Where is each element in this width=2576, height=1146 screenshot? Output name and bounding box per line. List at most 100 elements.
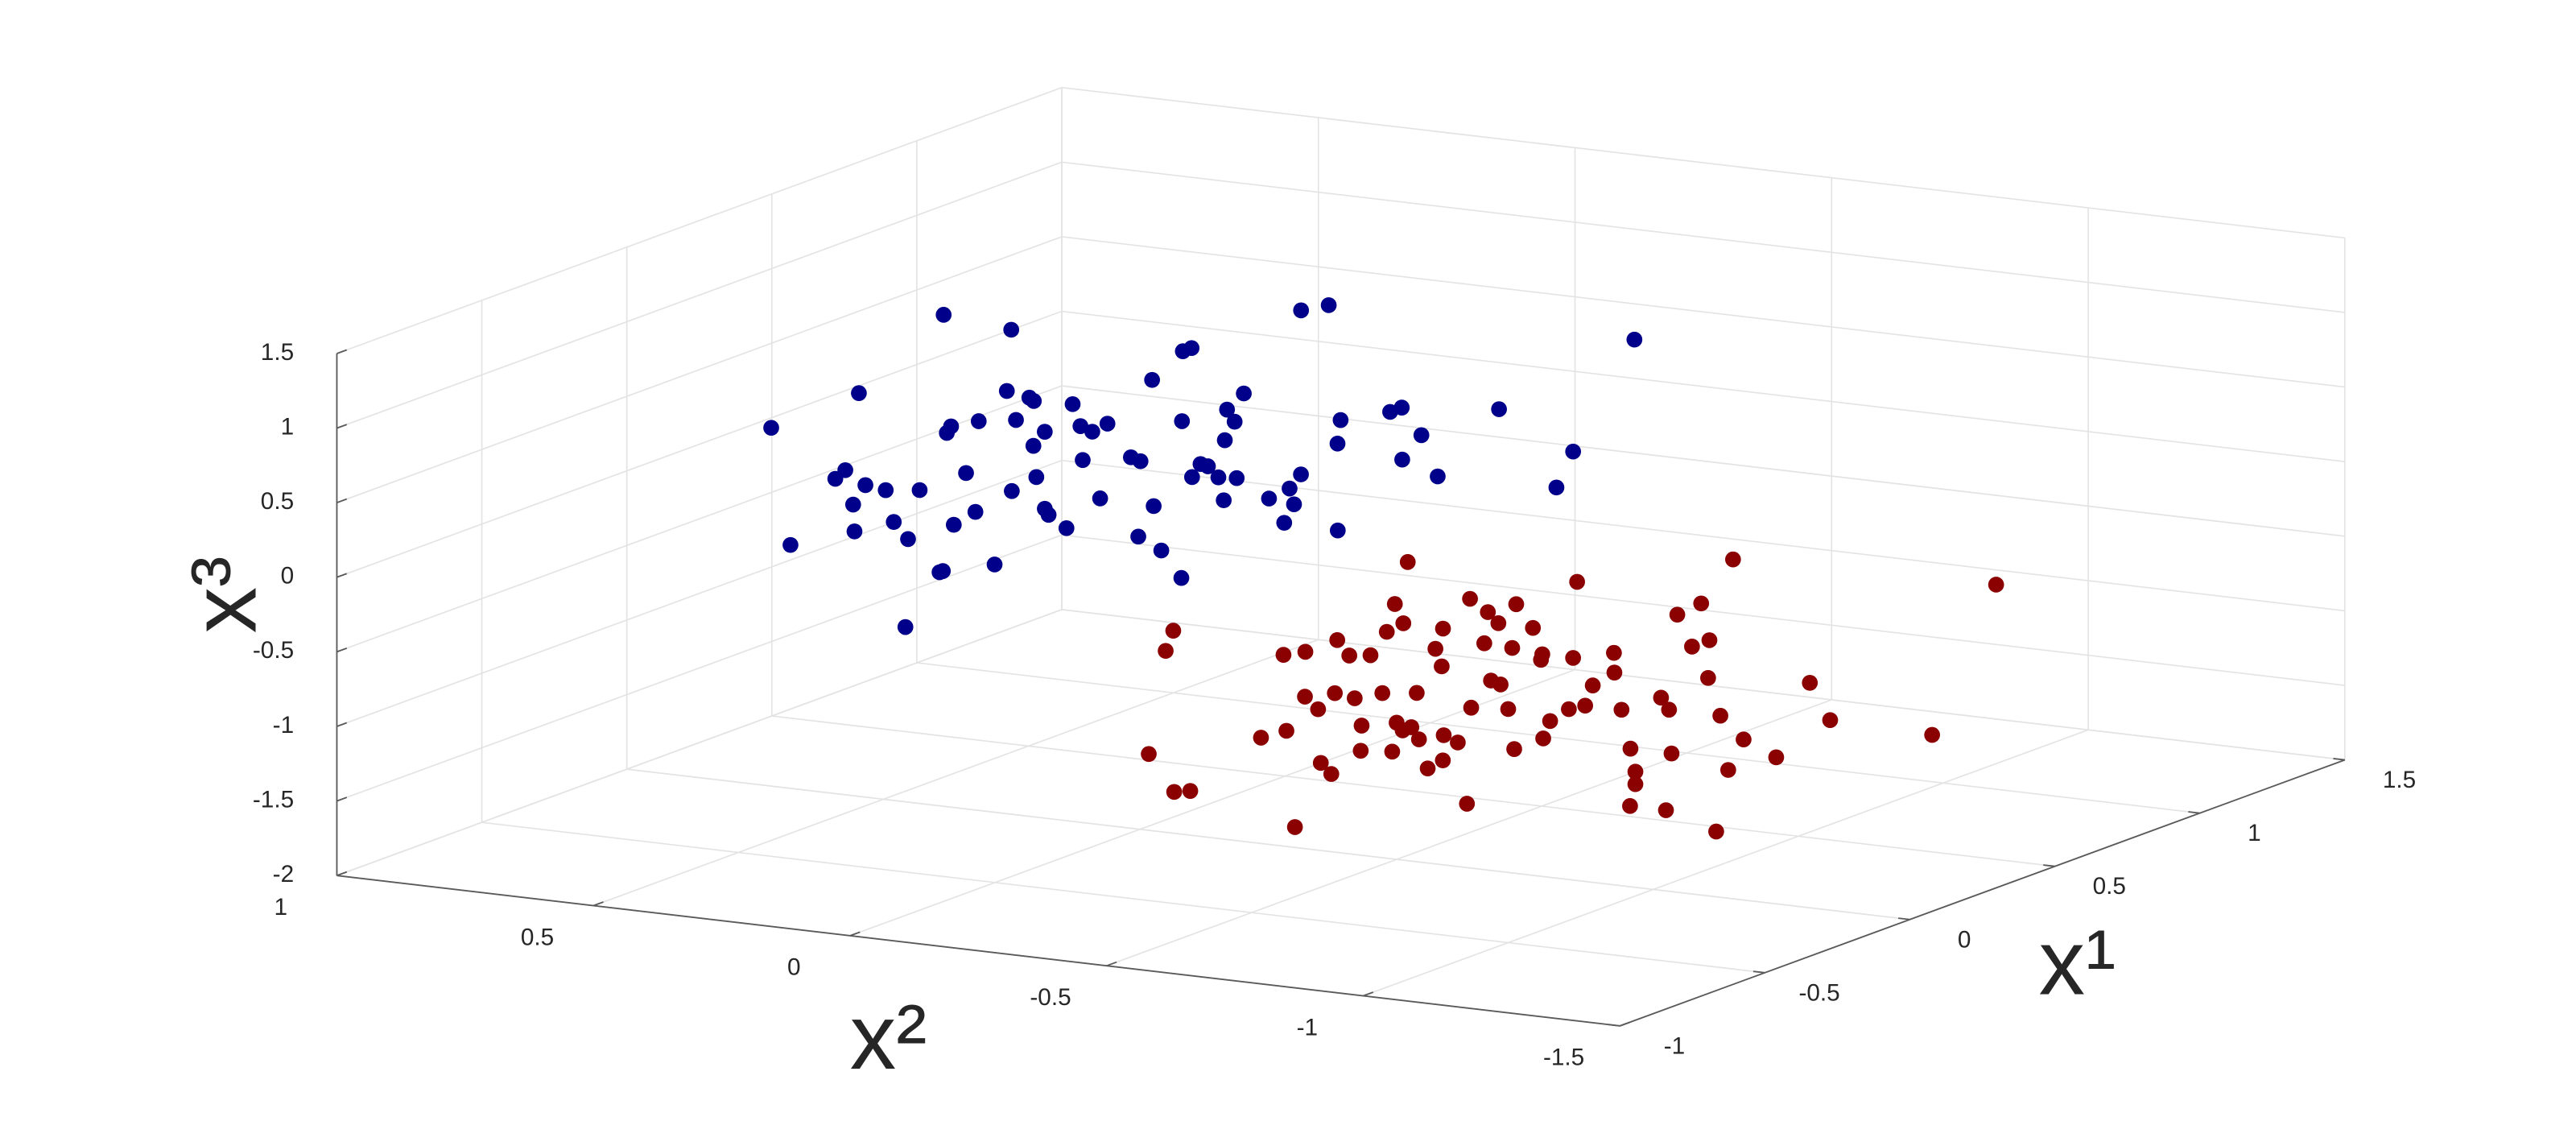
z-tick-label: -2 — [273, 861, 294, 887]
grid-line — [336, 87, 1063, 876]
z-tick-label: 0.5 — [261, 488, 294, 515]
point — [1216, 492, 1232, 509]
x-tick-label: -0.5 — [1798, 979, 1839, 1006]
point — [1141, 746, 1157, 763]
z-tick — [336, 349, 348, 354]
point — [1606, 664, 1623, 681]
point — [1075, 452, 1091, 469]
point — [900, 531, 916, 548]
point — [1393, 399, 1410, 416]
point — [1146, 498, 1162, 515]
point — [1278, 722, 1294, 739]
point — [1072, 418, 1089, 434]
point — [1226, 413, 1243, 430]
point — [1374, 685, 1391, 701]
point — [857, 477, 873, 494]
point — [763, 420, 779, 436]
point — [998, 383, 1015, 399]
point — [1736, 731, 1752, 748]
grid-line — [336, 310, 2345, 578]
point — [1183, 340, 1200, 357]
point — [986, 556, 1003, 573]
point — [1329, 435, 1346, 452]
point — [851, 385, 867, 402]
axes-layer: -2 -1.5 -1 -0.5 0 0.5 1 1.5 -1.5 -1 -0.5 0 0.5 1 -1 -0.… — [253, 339, 2416, 1071]
point — [1004, 482, 1020, 499]
point — [1569, 573, 1585, 590]
point — [1669, 606, 1686, 623]
point — [1565, 443, 1582, 460]
point — [1394, 451, 1410, 468]
point — [1463, 699, 1480, 716]
z-tick-label: 1.5 — [261, 339, 294, 366]
point — [1174, 413, 1191, 429]
point — [1130, 528, 1146, 545]
y-tick — [336, 871, 348, 877]
point — [1409, 685, 1425, 701]
point — [1165, 623, 1182, 639]
point — [1362, 647, 1379, 664]
point — [1293, 466, 1309, 482]
grid-line — [1620, 238, 2346, 1027]
x-tick-label: -1 — [1664, 1032, 1685, 1059]
point — [1403, 719, 1420, 735]
point — [844, 496, 861, 513]
point — [1701, 632, 1718, 648]
point — [1099, 416, 1116, 432]
point — [1627, 776, 1644, 792]
point — [1924, 726, 1940, 743]
point — [1413, 427, 1430, 444]
point — [1327, 685, 1344, 701]
point — [1663, 745, 1680, 762]
point — [1435, 727, 1452, 743]
point — [935, 307, 952, 323]
z-tick — [336, 722, 348, 727]
point — [1008, 412, 1024, 428]
y-tick-label: -0.5 — [1030, 984, 1071, 1011]
point — [1476, 635, 1492, 652]
point — [1378, 623, 1395, 640]
point — [1542, 713, 1558, 730]
point — [1657, 802, 1674, 818]
grid-line — [849, 147, 1576, 937]
point — [1419, 760, 1436, 777]
point — [1025, 437, 1042, 454]
point — [1026, 393, 1042, 409]
y-tick-label: -1 — [1297, 1014, 1318, 1041]
x-tick — [2188, 811, 2200, 814]
z-tick — [336, 573, 348, 578]
point — [1297, 689, 1313, 705]
point — [1003, 321, 1020, 338]
point — [943, 418, 960, 435]
point — [1577, 697, 1594, 714]
point — [1323, 766, 1340, 782]
point — [1525, 619, 1542, 636]
point — [897, 619, 914, 635]
point — [1548, 479, 1565, 496]
y-tick-label: 0.5 — [521, 924, 554, 950]
point — [1435, 620, 1451, 637]
point — [958, 465, 974, 482]
point — [1040, 507, 1057, 523]
point — [1684, 639, 1700, 655]
point — [1490, 614, 1507, 631]
point — [1450, 734, 1466, 751]
grid-line — [481, 300, 1765, 974]
point — [967, 503, 984, 520]
point — [1565, 650, 1581, 666]
point — [782, 536, 799, 553]
point — [1236, 385, 1252, 402]
point — [1434, 658, 1450, 675]
point — [1613, 701, 1630, 718]
point — [1353, 718, 1370, 734]
x-tick-label: 0 — [1958, 926, 1971, 953]
z-tick-label: -0.5 — [253, 637, 294, 664]
point — [1724, 551, 1741, 568]
point — [1435, 752, 1451, 769]
point — [1693, 595, 1710, 612]
point — [1626, 331, 1643, 348]
grid-line — [336, 161, 2345, 429]
point — [1508, 596, 1525, 613]
x-tick-label: 1 — [2248, 820, 2261, 846]
